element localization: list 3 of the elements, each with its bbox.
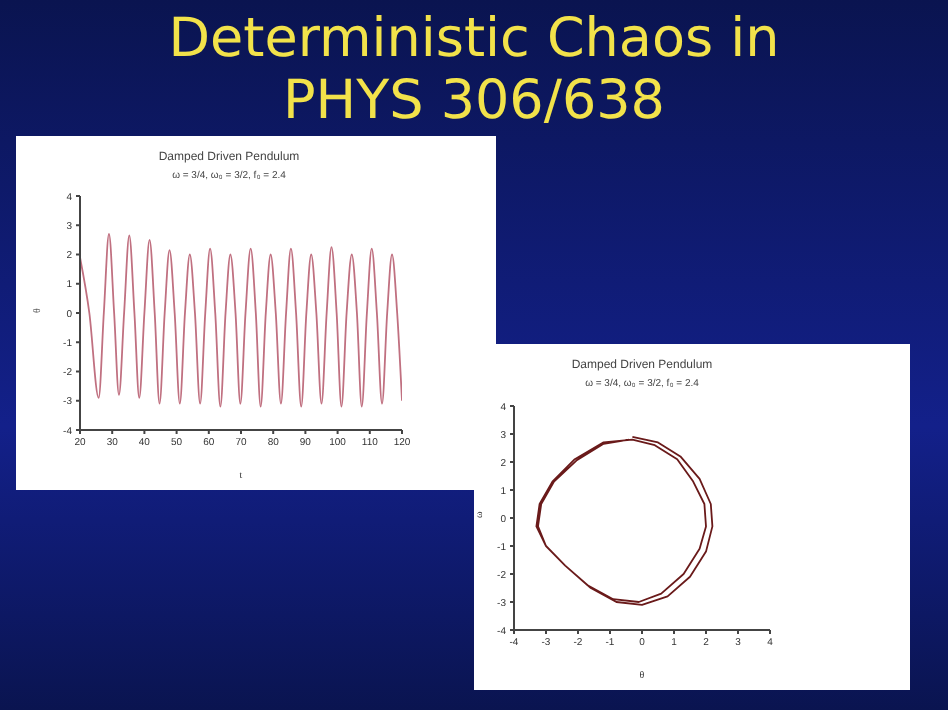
line-series <box>535 435 714 606</box>
line-series <box>80 233 402 408</box>
text: Deterministic Chaos in PHYS 306/638 <box>166 8 782 132</box>
